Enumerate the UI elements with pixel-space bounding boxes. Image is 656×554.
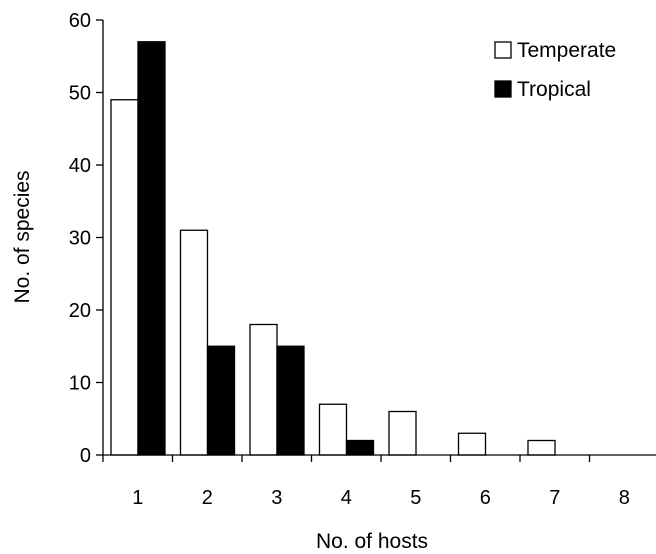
y-tick-label-0: 0 xyxy=(80,445,91,467)
bar-tropical-4 xyxy=(345,439,375,456)
y-tick-label-40: 40 xyxy=(69,155,91,177)
bar-tropical-2 xyxy=(206,345,236,456)
bar-temperate-4 xyxy=(318,403,348,456)
x-tick-label-5: 5 xyxy=(410,487,421,509)
x-tick-label-8: 8 xyxy=(619,487,630,509)
bars-layer xyxy=(110,41,556,456)
x-axis-title: No. of hosts xyxy=(316,530,428,553)
y-tick-label-20: 20 xyxy=(69,300,91,322)
y-tick-label-60: 60 xyxy=(69,10,91,32)
bar-temperate-7 xyxy=(527,439,556,456)
bar-tropical-3 xyxy=(276,345,305,456)
y-tick-label-10: 10 xyxy=(69,373,91,395)
bar-tropical-1 xyxy=(137,41,166,456)
x-tick-label-7: 7 xyxy=(549,487,560,509)
x-tick-label-1: 1 xyxy=(132,487,143,509)
legend-label-tropical: Tropical xyxy=(517,78,591,101)
x-tick-label-4: 4 xyxy=(341,487,352,509)
bar-temperate-2 xyxy=(179,229,209,456)
ticks-layer: 0 10 20 30 40 50 60 1 2 3 4 5 6 7 8 xyxy=(69,10,630,509)
y-axis-title: No. of species xyxy=(11,170,34,303)
bar-temperate-1 xyxy=(110,99,139,456)
legend-swatch-tropical xyxy=(494,80,512,98)
legend: Temperate Tropical xyxy=(494,39,616,101)
bar-temperate-6 xyxy=(457,432,487,456)
y-tick-label-50: 50 xyxy=(69,83,91,105)
x-tick-label-3: 3 xyxy=(271,487,282,509)
x-tick-label-6: 6 xyxy=(480,487,491,509)
bar-temperate-5 xyxy=(388,410,417,456)
y-tick-label-30: 30 xyxy=(69,228,91,250)
legend-label-temperate: Temperate xyxy=(517,39,616,62)
x-tick-label-2: 2 xyxy=(202,487,213,509)
bar-temperate-3 xyxy=(249,323,278,456)
legend-swatch-temperate xyxy=(494,41,512,59)
